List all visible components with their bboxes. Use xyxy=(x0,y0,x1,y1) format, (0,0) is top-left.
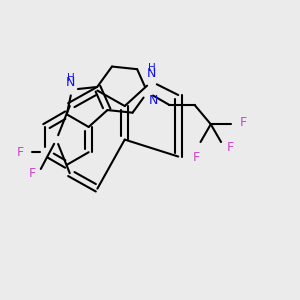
Text: F: F xyxy=(17,146,24,159)
Text: F: F xyxy=(240,116,247,129)
Text: N: N xyxy=(147,67,156,80)
Text: F: F xyxy=(28,167,36,180)
Text: N: N xyxy=(66,76,75,89)
Text: H: H xyxy=(148,63,155,73)
Text: H: H xyxy=(67,73,74,83)
Text: N: N xyxy=(149,94,158,107)
Text: F: F xyxy=(227,141,234,154)
Text: F: F xyxy=(193,151,200,164)
